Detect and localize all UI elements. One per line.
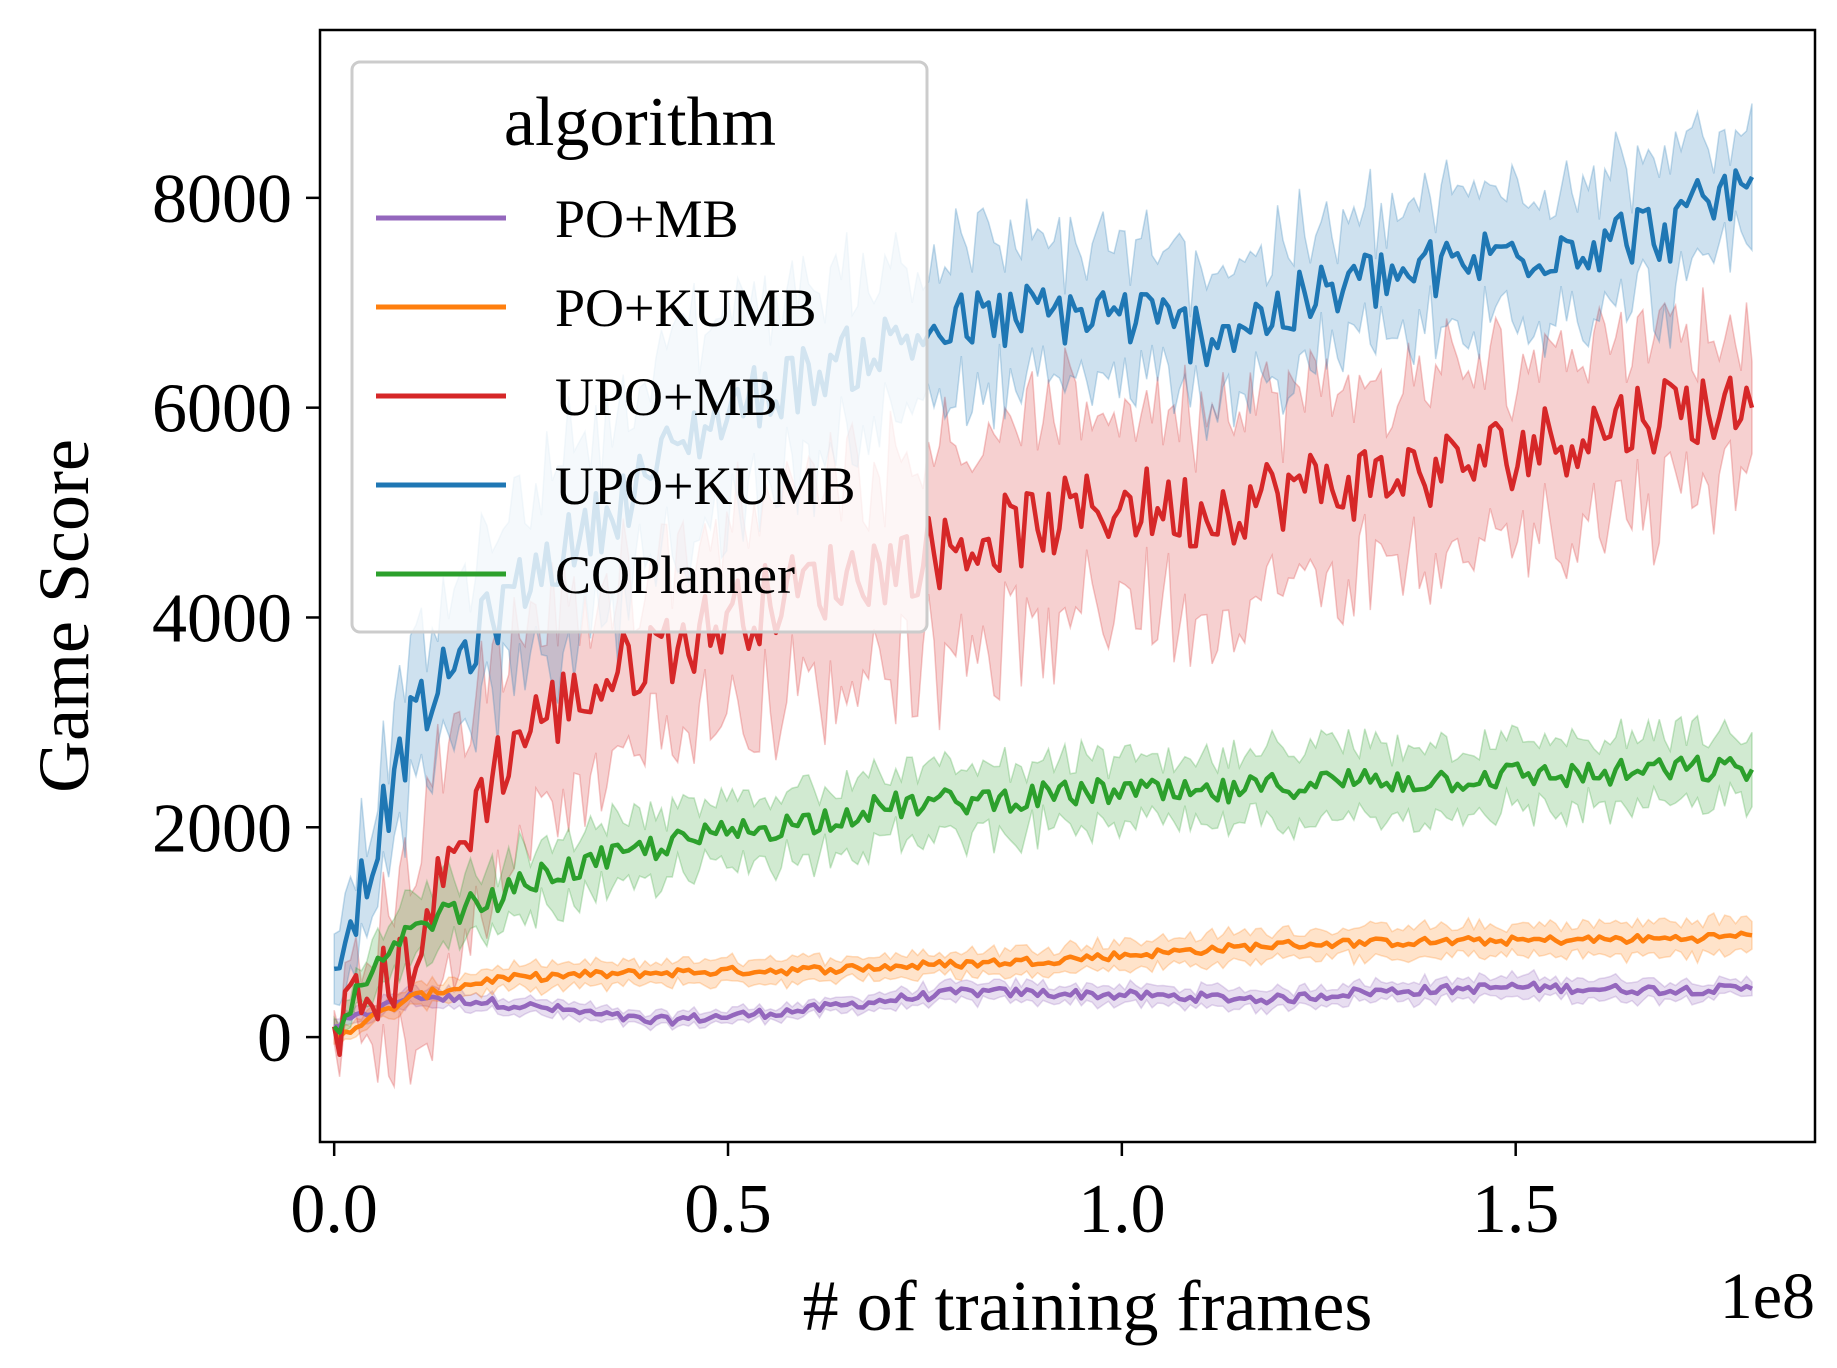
legend-label: UPO+MB: [555, 367, 778, 427]
legend-item: UPO+MB: [376, 367, 778, 427]
y-axis-label: Game Score: [24, 439, 104, 793]
y-tick-label: 0: [257, 1000, 292, 1077]
series-lines: [331, 168, 1755, 1058]
series-line-coplanner: [332, 754, 1754, 1035]
legend-item: UPO+KUMB: [376, 456, 856, 516]
y-axis-ticks: 0 2000 4000 6000 8000: [152, 161, 320, 1077]
legend-box: [350, 60, 929, 634]
legend: algorithm PO+MB PO+KUMB UPO+MB UPO+KUMB COPl…: [350, 60, 929, 634]
legend-title: algorithm: [504, 84, 776, 161]
band-coplanner: [333, 714, 1753, 1042]
legend-item: PO+MB: [376, 189, 739, 249]
y-tick-label: 6000: [152, 371, 292, 448]
y-tick-label: 2000: [152, 790, 292, 867]
legend-label: UPO+KUMB: [555, 456, 856, 516]
y-tick-label: 4000: [152, 580, 292, 657]
x-tick-label: 1.5: [1472, 1171, 1560, 1248]
legend-label: PO+MB: [555, 189, 739, 249]
legend-item: PO+KUMB: [376, 278, 817, 338]
legend-label: COPlanner: [555, 545, 795, 605]
y-tick-label: 8000: [152, 161, 292, 238]
series-line-po-kumb: [334, 930, 1753, 1040]
plot-frame: [318, 28, 1817, 1144]
legend-label: PO+KUMB: [555, 278, 817, 338]
series-line-upo-mb: [331, 375, 1755, 1058]
series-line-po-mb: [334, 980, 1753, 1029]
x-axis-label: # of training frames: [803, 1266, 1373, 1346]
x-axis-ticks: 0.0 0.5 1.0 1.5: [290, 1142, 1559, 1248]
x-tick-label: 1.0: [1078, 1171, 1166, 1248]
x-axis-offset-label: 1e8: [1720, 1260, 1815, 1333]
x-tick-label: 0.5: [684, 1171, 772, 1248]
x-tick-label: 0.0: [290, 1171, 378, 1248]
legend-item: COPlanner: [376, 545, 795, 605]
